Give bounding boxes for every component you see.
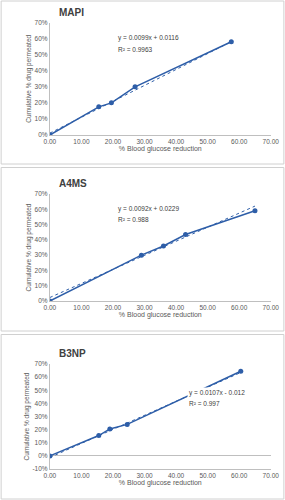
svg-text:0%: 0% bbox=[38, 131, 48, 138]
svg-text:20%: 20% bbox=[35, 99, 48, 106]
svg-text:R² = 0.9963: R² = 0.9963 bbox=[118, 46, 153, 53]
svg-text:50%: 50% bbox=[35, 221, 48, 228]
svg-text:30.00: 30.00 bbox=[136, 472, 153, 479]
svg-text:70%: 70% bbox=[35, 360, 48, 367]
svg-text:60.00: 60.00 bbox=[231, 138, 248, 145]
svg-text:70.00: 70.00 bbox=[263, 304, 280, 311]
svg-text:% Blood glucose reduction: % Blood glucose reduction bbox=[119, 311, 202, 319]
svg-text:70.00: 70.00 bbox=[263, 138, 280, 145]
svg-text:40.00: 40.00 bbox=[168, 138, 185, 145]
svg-text:R² = 0.988: R² = 0.988 bbox=[118, 216, 149, 223]
svg-text:20.00: 20.00 bbox=[105, 472, 122, 479]
svg-text:Cumulative % drug permeated: Cumulative % drug permeated bbox=[25, 34, 33, 122]
svg-text:70%: 70% bbox=[35, 19, 48, 26]
svg-text:50%: 50% bbox=[35, 51, 48, 58]
svg-text:40.00: 40.00 bbox=[168, 304, 185, 311]
svg-text:10%: 10% bbox=[35, 282, 48, 289]
svg-text:y = 0.0099x + 0.0116: y = 0.0099x + 0.0116 bbox=[118, 34, 179, 42]
svg-text:30.00: 30.00 bbox=[136, 138, 153, 145]
svg-text:Cumulative % drug permeated: Cumulative % drug permeated bbox=[25, 203, 33, 291]
svg-text:20%: 20% bbox=[35, 267, 48, 274]
svg-text:50.00: 50.00 bbox=[200, 138, 217, 145]
svg-text:10%: 10% bbox=[35, 115, 48, 122]
svg-text:40.00: 40.00 bbox=[168, 472, 185, 479]
svg-text:0%: 0% bbox=[38, 297, 48, 304]
svg-text:70.00: 70.00 bbox=[263, 472, 280, 479]
svg-text:MAPI: MAPI bbox=[59, 7, 84, 18]
svg-text:0.00: 0.00 bbox=[44, 472, 57, 479]
svg-text:R² = 0.997: R² = 0.997 bbox=[189, 400, 220, 407]
svg-text:50%: 50% bbox=[35, 387, 48, 394]
svg-text:Cumulative % drug permeated: Cumulative % drug permeated bbox=[23, 372, 31, 460]
svg-text:40%: 40% bbox=[35, 67, 48, 74]
svg-text:70%: 70% bbox=[35, 190, 48, 197]
svg-text:10.00: 10.00 bbox=[73, 304, 90, 311]
svg-text:20.00: 20.00 bbox=[105, 304, 122, 311]
svg-text:60%: 60% bbox=[35, 35, 48, 42]
svg-text:0.00: 0.00 bbox=[44, 304, 57, 311]
svg-text:60%: 60% bbox=[35, 373, 48, 380]
svg-text:0.00: 0.00 bbox=[44, 138, 57, 145]
svg-text:30%: 30% bbox=[35, 83, 48, 90]
svg-text:30%: 30% bbox=[35, 251, 48, 258]
svg-text:% Blood glucose reduction: % Blood glucose reduction bbox=[119, 479, 202, 487]
svg-text:50.00: 50.00 bbox=[200, 304, 217, 311]
svg-text:B3NP: B3NP bbox=[59, 348, 86, 359]
svg-text:40%: 40% bbox=[35, 236, 48, 243]
svg-text:% Blood glucose reduction: % Blood glucose reduction bbox=[119, 145, 202, 153]
svg-text:60.00: 60.00 bbox=[231, 472, 248, 479]
svg-text:0%: 0% bbox=[38, 452, 48, 459]
svg-text:A4MS: A4MS bbox=[59, 178, 87, 189]
svg-text:y = 0.0092x + 0.0229: y = 0.0092x + 0.0229 bbox=[118, 205, 179, 213]
svg-text:10.00: 10.00 bbox=[73, 472, 90, 479]
svg-text:40%: 40% bbox=[35, 400, 48, 407]
svg-text:30.00: 30.00 bbox=[136, 304, 153, 311]
svg-text:60.00: 60.00 bbox=[231, 304, 248, 311]
svg-text:-10%: -10% bbox=[32, 465, 47, 472]
svg-text:30%: 30% bbox=[35, 413, 48, 420]
svg-text:y = 0.0107x - 0.012: y = 0.0107x - 0.012 bbox=[189, 389, 245, 397]
svg-text:50.00: 50.00 bbox=[200, 472, 217, 479]
svg-text:10%: 10% bbox=[35, 439, 48, 446]
svg-text:10.00: 10.00 bbox=[73, 138, 90, 145]
svg-text:20.00: 20.00 bbox=[105, 138, 122, 145]
svg-text:60%: 60% bbox=[35, 206, 48, 213]
svg-text:20%: 20% bbox=[35, 426, 48, 433]
